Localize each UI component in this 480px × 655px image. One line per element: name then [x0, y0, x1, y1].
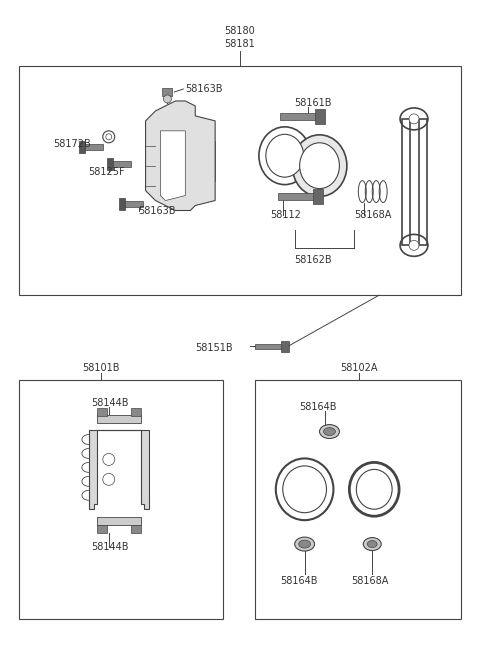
- Text: 58181: 58181: [225, 39, 255, 49]
- Circle shape: [164, 95, 171, 103]
- Bar: [19, 66, 461, 295]
- Text: 58162B: 58162B: [295, 255, 332, 265]
- Text: 58101B: 58101B: [82, 363, 120, 373]
- Bar: [97, 415, 141, 422]
- Ellipse shape: [367, 540, 377, 548]
- Text: 58164B: 58164B: [280, 576, 317, 586]
- Circle shape: [409, 240, 419, 250]
- Circle shape: [409, 114, 419, 124]
- Ellipse shape: [363, 538, 381, 551]
- Bar: [314, 109, 324, 124]
- Bar: [79, 141, 85, 153]
- Bar: [278, 193, 315, 200]
- Bar: [81, 144, 103, 150]
- Ellipse shape: [299, 540, 311, 548]
- Text: 58161B: 58161B: [295, 98, 332, 108]
- Bar: [107, 158, 113, 170]
- Text: 58144B: 58144B: [91, 398, 128, 407]
- Text: 58172B: 58172B: [53, 139, 91, 149]
- Text: 58112: 58112: [270, 210, 300, 221]
- Ellipse shape: [295, 537, 314, 551]
- Bar: [109, 160, 131, 166]
- Ellipse shape: [266, 134, 304, 177]
- Bar: [162, 88, 172, 96]
- Bar: [255, 380, 461, 619]
- Ellipse shape: [324, 428, 336, 436]
- Polygon shape: [145, 101, 215, 210]
- Ellipse shape: [300, 143, 339, 189]
- Text: 58144B: 58144B: [91, 542, 128, 552]
- Text: 58125F: 58125F: [88, 166, 124, 177]
- Bar: [402, 119, 410, 246]
- Text: 58163B: 58163B: [185, 84, 223, 94]
- Bar: [131, 407, 141, 416]
- Bar: [119, 198, 125, 210]
- Ellipse shape: [259, 127, 311, 185]
- Text: 58102A: 58102A: [340, 363, 378, 373]
- Bar: [120, 200, 143, 206]
- Ellipse shape: [320, 424, 339, 439]
- Bar: [19, 380, 223, 619]
- Circle shape: [103, 474, 115, 485]
- Text: 58164B: 58164B: [300, 402, 337, 411]
- Text: 58168A: 58168A: [354, 210, 392, 221]
- Polygon shape: [160, 131, 185, 200]
- Text: 58180: 58180: [225, 26, 255, 36]
- Bar: [97, 517, 141, 525]
- Bar: [97, 525, 107, 533]
- Bar: [419, 119, 427, 246]
- Ellipse shape: [292, 135, 347, 196]
- Bar: [131, 525, 141, 533]
- Text: 58163B: 58163B: [139, 206, 176, 217]
- Circle shape: [103, 453, 115, 466]
- Bar: [281, 341, 288, 352]
- Text: 58151B: 58151B: [195, 343, 233, 353]
- Bar: [280, 113, 318, 120]
- Bar: [97, 407, 107, 416]
- Polygon shape: [89, 430, 148, 509]
- Text: 58168A: 58168A: [351, 576, 389, 586]
- Bar: [255, 344, 283, 349]
- Bar: [312, 189, 323, 204]
